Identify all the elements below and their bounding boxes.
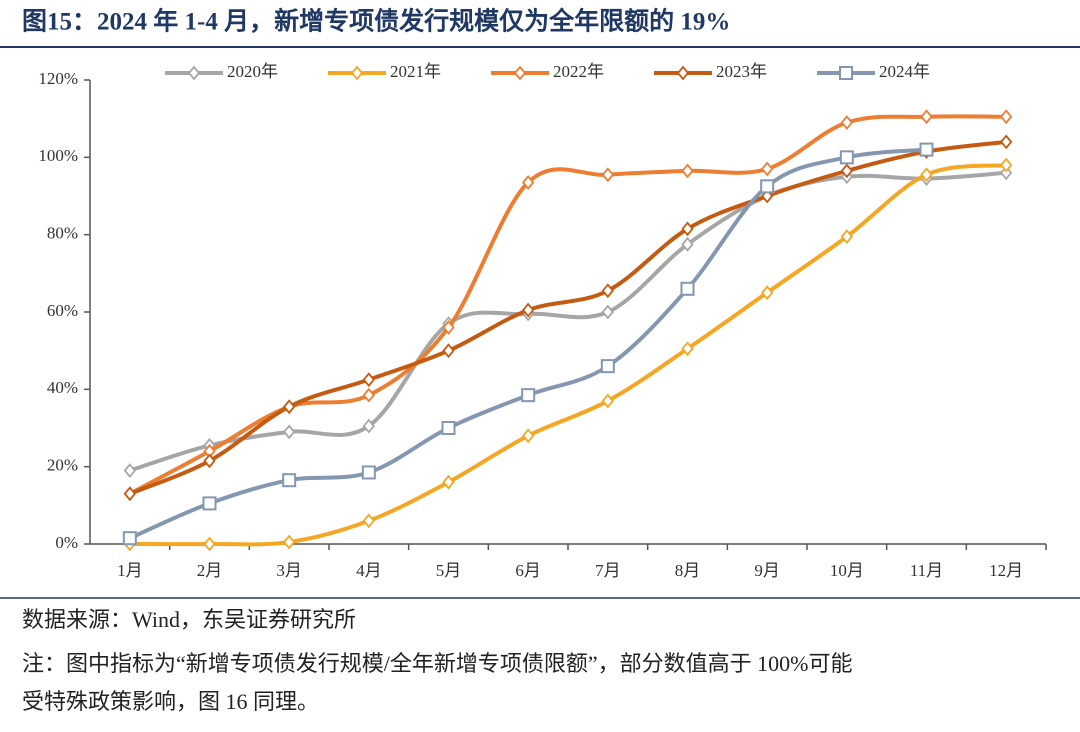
data-point (521, 302, 535, 318)
data-point (282, 534, 296, 550)
x-tick-label: 5月 (436, 561, 462, 580)
data-point (601, 304, 615, 320)
data-point (203, 536, 216, 552)
data-point (760, 161, 774, 177)
y-tick-label: 20% (47, 456, 78, 475)
legend-label: 2023年 (716, 62, 767, 81)
data-point (840, 163, 854, 179)
series-line (129, 147, 927, 541)
data-point (441, 421, 456, 435)
legend-label: 2022年 (553, 62, 604, 81)
legend-marker (187, 65, 201, 81)
data-point (840, 115, 854, 130)
x-tick-label: 7月 (595, 561, 621, 580)
y-tick-label: 0% (55, 533, 78, 552)
data-point (282, 473, 297, 488)
chart-title: 图15：2024 年 1-4 月，新增专项债发行规模仅为全年限额的 19% (22, 7, 730, 36)
x-tick-label: 6月 (515, 561, 541, 580)
data-point (999, 109, 1013, 125)
legend-marker (350, 65, 364, 81)
source: 数据来源：Wind，东吴证券研究所 (22, 607, 356, 632)
data-point (203, 453, 216, 469)
x-tick-label: 2月 (197, 561, 223, 580)
data-point (521, 428, 535, 444)
x-tick-label: 8月 (675, 561, 701, 580)
data-point (282, 399, 296, 415)
y-tick-label: 40% (47, 378, 78, 397)
data-point (999, 165, 1013, 181)
y-tick-label: 60% (47, 301, 78, 320)
data-point (919, 142, 934, 157)
data-point (681, 163, 694, 179)
data-point (123, 463, 137, 478)
data-point (202, 496, 217, 511)
data-point (442, 320, 455, 335)
data-point (442, 343, 455, 359)
data-point (361, 465, 376, 480)
data-point (282, 424, 296, 440)
y-tick-label: 80% (47, 224, 78, 243)
data-point (601, 167, 615, 183)
data-point (521, 388, 536, 403)
y-tick-label: 120% (38, 69, 78, 88)
data-point (122, 531, 137, 546)
note-line: 注：图中指标为“新增专项债发行规模/全年新增专项债限额”，部分数值高于 100%… (22, 651, 852, 676)
data-point (681, 341, 694, 357)
x-tick-label: 10月 (830, 561, 864, 580)
data-point (362, 372, 376, 388)
data-point (920, 109, 933, 125)
data-point (681, 221, 694, 237)
data-point (362, 387, 376, 403)
x-tick-label: 3月 (276, 561, 302, 580)
data-point (442, 474, 455, 490)
data-point (521, 175, 535, 190)
legend-label: 2024年 (879, 62, 930, 81)
data-point (680, 281, 695, 296)
data-point (123, 486, 137, 502)
data-point (681, 236, 694, 252)
data-point (839, 150, 854, 165)
y-tick-label: 100% (38, 146, 78, 165)
legend-label: 2020年 (227, 62, 278, 81)
data-point (840, 229, 854, 245)
legend-marker (676, 65, 690, 81)
data-point (362, 418, 376, 434)
data-point (362, 513, 376, 529)
data-point (760, 285, 774, 301)
legend-marker (513, 65, 527, 81)
data-point (999, 157, 1013, 173)
legend-marker (839, 66, 853, 80)
data-point (920, 167, 933, 183)
data-point (601, 283, 615, 299)
x-tick-label: 1月 (117, 561, 143, 580)
data-point (760, 179, 775, 194)
x-tick-label: 9月 (754, 561, 780, 580)
data-point (601, 393, 615, 409)
data-point (999, 134, 1013, 150)
note-line: 受特殊政策影响，图 16 同理。 (22, 689, 319, 714)
x-tick-label: 12月 (989, 561, 1023, 580)
x-tick-label: 4月 (356, 561, 382, 580)
x-tick-label: 11月 (910, 561, 943, 580)
data-point (600, 359, 615, 374)
legend-label: 2021年 (390, 62, 441, 81)
